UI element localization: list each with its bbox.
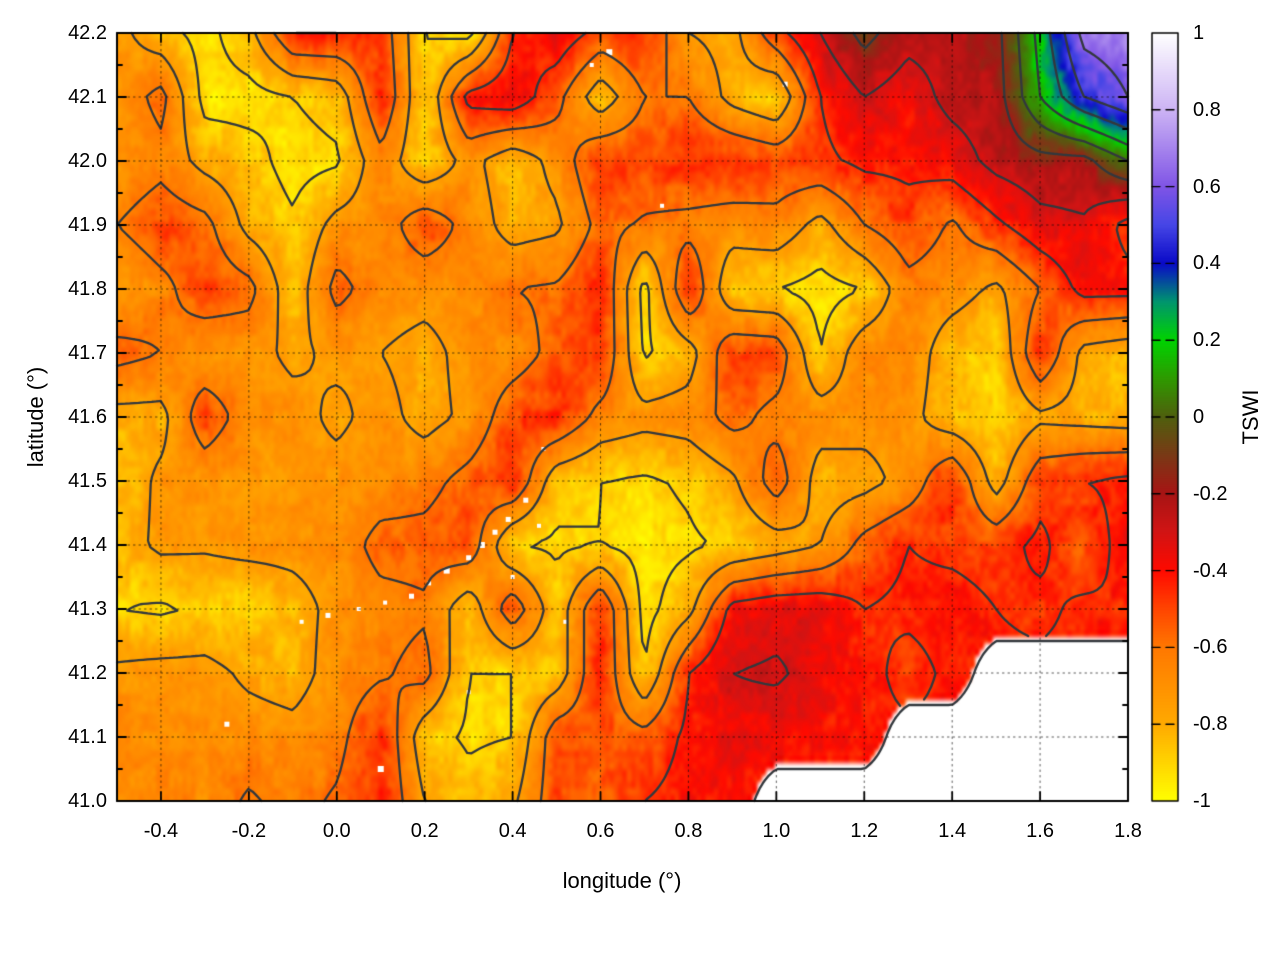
- y-tick-label: 41.2: [68, 662, 107, 684]
- colorbar-tick-label: 1: [1193, 22, 1205, 44]
- y-tick-label: 42.2: [68, 22, 107, 44]
- colorbar-tick-label: -0.8: [1193, 713, 1228, 736]
- y-tick-label: 41.9: [68, 214, 107, 236]
- x-tick-label: 1.6: [1026, 820, 1054, 842]
- colorbar-tick-label: -0.4: [1193, 559, 1228, 582]
- x-tick-label: 0.6: [586, 820, 615, 842]
- x-tick-label: -0.2: [231, 820, 267, 842]
- colorbar-tick-label: -0.6: [1193, 636, 1228, 659]
- x-tick-label: 0.0: [322, 820, 351, 842]
- y-tick-label: 41.6: [68, 406, 107, 428]
- colorbar-tick-label: 0: [1193, 406, 1205, 428]
- y-tick-label: 41.8: [68, 278, 107, 300]
- colorbar-tick-label: -0.2: [1193, 482, 1228, 505]
- x-tick-label: 0.4: [498, 820, 527, 842]
- x-tick-label: 0.8: [674, 820, 703, 842]
- colorbar-label: TSWI: [1238, 389, 1263, 445]
- x-tick-label: 0.2: [410, 820, 439, 842]
- y-tick-label: 41.5: [68, 470, 107, 492]
- x-tick-label: 1.4: [938, 820, 967, 842]
- y-tick-label: 41.1: [68, 726, 107, 748]
- colorbar-tick-label: 0.4: [1193, 252, 1221, 275]
- colorbar-tick-label: 0.6: [1193, 175, 1221, 198]
- x-tick-label: 1.2: [850, 820, 879, 842]
- y-tick-label: 41.4: [68, 534, 107, 556]
- y-tick-label: 41.3: [68, 598, 107, 620]
- x-tick-label: -0.4: [143, 820, 179, 842]
- y-axis-label: latitude (°): [23, 366, 48, 468]
- y-tick-label: 42.0: [68, 150, 107, 172]
- y-tick-label: 41.7: [68, 342, 107, 364]
- y-tick-label: 41.0: [68, 790, 107, 812]
- colorbar-tick-label: 0.2: [1193, 329, 1221, 352]
- colorbar-tick-label: -1: [1193, 790, 1211, 812]
- x-tick-label: 1.0: [762, 820, 791, 842]
- x-axis-label: longitude (°): [562, 868, 682, 893]
- y-tick-label: 42.1: [68, 86, 107, 108]
- colorbar-tick-label: 0.8: [1193, 98, 1221, 121]
- x-tick-label: 1.8: [1114, 820, 1142, 842]
